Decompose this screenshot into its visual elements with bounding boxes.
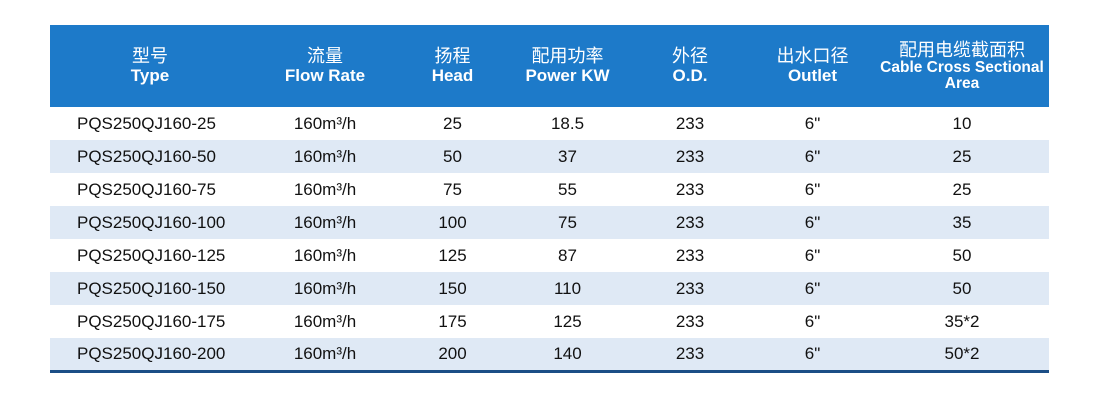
cell-cable-area: 25 xyxy=(952,146,972,166)
cell-od: 233 xyxy=(675,113,705,133)
cell-cable-area: 35*2 xyxy=(944,311,980,331)
cell-type: PQS250QJ160-175 xyxy=(77,311,226,331)
cell-cable-area: 25 xyxy=(952,179,972,199)
header-en: Type xyxy=(130,66,170,85)
cell-outlet: 6" xyxy=(804,343,821,363)
cell-outlet: 6" xyxy=(804,113,821,133)
cell-type: PQS250QJ160-100 xyxy=(77,212,226,232)
table-row: PQS250QJ160-150 160m³/h 150 110 233 6" 50 xyxy=(50,272,1049,305)
table-row: PQS250QJ160-175 160m³/h 175 125 233 6" 35*2 xyxy=(50,305,1049,338)
cell-power: 125 xyxy=(553,311,582,331)
cell-od: 233 xyxy=(675,278,705,298)
cell-power: 110 xyxy=(553,278,582,298)
table-row: PQS250QJ160-25 160m³/h 25 18.5 233 6" 10 xyxy=(50,107,1049,140)
cell-cable-area: 10 xyxy=(952,113,972,133)
column-header-type: 型号 Type xyxy=(50,25,250,107)
cell-flow-rate: 160m³/h xyxy=(293,245,357,265)
cell-head: 50 xyxy=(443,146,462,166)
cell-power: 140 xyxy=(553,343,582,363)
cell-head: 150 xyxy=(438,278,467,298)
cell-flow-rate: 160m³/h xyxy=(293,113,357,133)
cell-outlet: 6" xyxy=(804,245,821,265)
header-en: Head xyxy=(431,66,474,85)
table-body: PQS250QJ160-25 160m³/h 25 18.5 233 6" 10 PQS250… xyxy=(50,107,1049,371)
column-header-head: 扬程 Head xyxy=(400,25,505,107)
cell-type: PQS250QJ160-50 xyxy=(77,146,216,166)
cell-cable-area: 50 xyxy=(952,278,972,298)
cell-od: 233 xyxy=(675,212,705,232)
header-en: Flow Rate xyxy=(284,66,366,85)
cell-cable-area: 50 xyxy=(952,245,972,265)
table-row: PQS250QJ160-200 160m³/h 200 140 233 6" 50*2 xyxy=(50,338,1049,371)
column-header-power: 配用功率 Power KW xyxy=(505,25,630,107)
cell-power: 55 xyxy=(558,179,577,199)
header-zh: 出水口径 xyxy=(776,46,849,66)
cell-flow-rate: 160m³/h xyxy=(293,179,357,199)
cell-od: 233 xyxy=(675,343,705,363)
header-zh: 配用电缆截面积 xyxy=(899,39,1025,60)
table-header: 型号 Type 流量 Flow Rate 扬程 Head 配用功率 Power KW 外径 O.D… xyxy=(50,25,1049,107)
cell-power: 75 xyxy=(558,212,577,232)
cell-head: 200 xyxy=(438,343,467,363)
header-zh: 外径 xyxy=(672,46,708,66)
cell-flow-rate: 160m³/h xyxy=(293,146,357,166)
cell-type: PQS250QJ160-25 xyxy=(77,113,216,133)
cell-flow-rate: 160m³/h xyxy=(293,343,357,363)
table-row: PQS250QJ160-125 160m³/h 125 87 233 6" 50 xyxy=(50,239,1049,272)
column-header-outlet: 出水口径 Outlet xyxy=(750,25,875,107)
table-row: PQS250QJ160-50 160m³/h 50 37 233 6" 25 xyxy=(50,140,1049,173)
header-zh: 流量 xyxy=(307,46,343,66)
cell-head: 125 xyxy=(438,245,467,265)
cell-type: PQS250QJ160-75 xyxy=(77,179,216,199)
cell-flow-rate: 160m³/h xyxy=(293,311,357,331)
cell-od: 233 xyxy=(675,179,705,199)
cell-type: PQS250QJ160-200 xyxy=(77,343,226,363)
header-en: Outlet xyxy=(787,66,838,85)
table-row: PQS250QJ160-100 160m³/h 100 75 233 6" 35 xyxy=(50,206,1049,239)
column-header-od: 外径 O.D. xyxy=(630,25,750,107)
cell-od: 233 xyxy=(675,146,705,166)
cell-head: 100 xyxy=(438,212,467,232)
header-en: O.D. xyxy=(672,66,708,85)
cell-cable-area: 35 xyxy=(952,212,972,232)
header-en: Power KW xyxy=(525,66,610,85)
cell-type: PQS250QJ160-150 xyxy=(77,278,226,298)
cell-flow-rate: 160m³/h xyxy=(293,278,357,298)
table-row: PQS250QJ160-75 160m³/h 75 55 233 6" 25 xyxy=(50,173,1049,206)
cell-power: 37 xyxy=(558,146,577,166)
header-en: Cable Cross Sectional Area xyxy=(880,58,1044,92)
cell-cable-area: 50*2 xyxy=(944,343,980,363)
cell-od: 233 xyxy=(675,311,705,331)
header-zh: 扬程 xyxy=(434,46,471,66)
pump-spec-table: 型号 Type 流量 Flow Rate 扬程 Head 配用功率 Power KW 外径 O.D… xyxy=(50,25,1049,373)
cell-power: 87 xyxy=(558,245,577,265)
cell-outlet: 6" xyxy=(804,146,821,166)
header-zh: 配用功率 xyxy=(531,46,604,66)
cell-power: 18.5 xyxy=(550,113,585,133)
cell-head: 25 xyxy=(443,113,462,133)
cell-outlet: 6" xyxy=(804,278,821,298)
cell-type: PQS250QJ160-125 xyxy=(77,245,226,265)
cell-outlet: 6" xyxy=(804,179,821,199)
cell-head: 175 xyxy=(438,311,467,331)
cell-flow-rate: 160m³/h xyxy=(293,212,357,232)
column-header-flow-rate: 流量 Flow Rate xyxy=(250,25,400,107)
cell-head: 75 xyxy=(443,179,462,199)
column-header-cable-area: 配用电缆截面积 Cable Cross Sectional Area xyxy=(875,25,1049,107)
cell-od: 233 xyxy=(675,245,705,265)
cell-outlet: 6" xyxy=(804,311,821,331)
header-zh: 型号 xyxy=(132,46,168,66)
cell-outlet: 6" xyxy=(804,212,821,232)
